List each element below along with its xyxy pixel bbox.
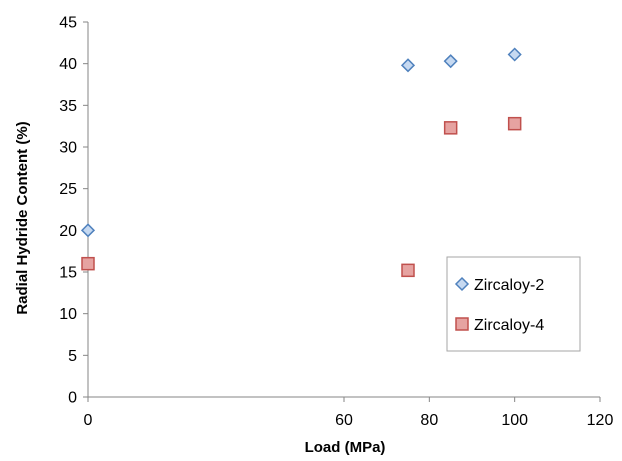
- legend-items: Zircaloy-2 Zircaloy-4: [454, 276, 544, 334]
- y-tick-label: 20: [59, 223, 77, 240]
- diamond-point: [443, 54, 458, 69]
- y-axis-title: Radial Hydride Content (%): [14, 121, 31, 314]
- y-tick-label: 35: [59, 98, 77, 115]
- x-tick-label: 0: [84, 412, 93, 429]
- y-tick-label: 45: [59, 15, 77, 32]
- y-tick-label: 10: [59, 306, 77, 323]
- y-tick-label: 15: [59, 265, 77, 282]
- y-tick-label: 40: [59, 56, 77, 73]
- series-zircaloy-2: [80, 47, 522, 238]
- square-point: [443, 121, 458, 135]
- y-tick-label: 25: [59, 181, 77, 198]
- square-point: [507, 116, 522, 131]
- square-point: [401, 263, 415, 278]
- x-tick-label: 80: [420, 412, 438, 429]
- x-axis-ticks: 0 60 80 100 120: [84, 397, 614, 429]
- y-axis-ticks: 0 5 10 15 20 25 30 35 40 45: [59, 15, 88, 407]
- x-tick-label: 60: [335, 412, 353, 429]
- legend-marker-diamond: [454, 276, 470, 292]
- legend: Zircaloy-2 Zircaloy-4: [446, 256, 581, 352]
- diamond-point: [507, 47, 522, 62]
- x-tick-label: 120: [587, 412, 614, 429]
- x-tick-label: 100: [501, 412, 528, 429]
- legend-label: Zircaloy-4: [474, 317, 544, 334]
- legend-marker-square: [455, 317, 469, 331]
- diamond-point: [400, 58, 416, 73]
- y-tick-label: 30: [59, 140, 77, 157]
- legend-label: Zircaloy-2: [474, 277, 544, 294]
- y-tick-label: 5: [68, 348, 77, 365]
- diamond-point: [80, 223, 96, 238]
- square-point: [81, 256, 95, 271]
- legend-box: [446, 256, 581, 352]
- series-zircaloy-4: [81, 116, 522, 278]
- series-layer: [80, 47, 522, 278]
- y-tick-label: 0: [68, 390, 77, 407]
- x-axis-title: Load (MPa): [305, 439, 386, 456]
